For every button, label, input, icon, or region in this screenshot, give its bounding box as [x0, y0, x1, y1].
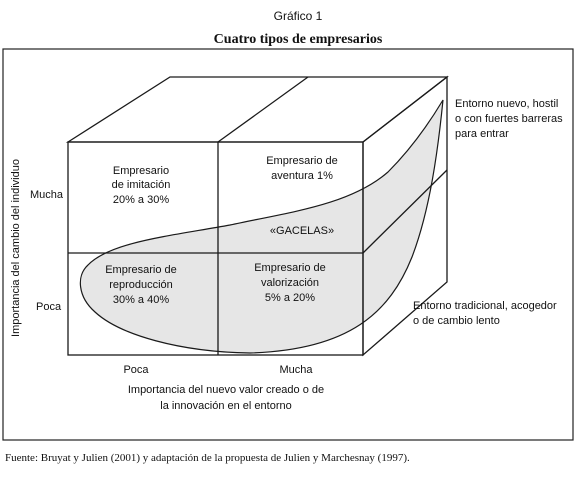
x-tick-mucha: Mucha: [279, 364, 313, 376]
quadrant-reproduccion-line3: 30% a 40%: [113, 294, 169, 306]
y-axis-label: Importancia del cambio del individuo: [10, 159, 22, 337]
environment-hostile-line3: para entrar: [455, 128, 509, 140]
figure-frame: [2, 48, 574, 441]
quadrant-valorizacion: Empresario de valorización 5% a 20%: [254, 262, 326, 304]
figure-label: Gráfico 1: [274, 9, 323, 23]
quadrant-reproduccion-line2: reproducción: [109, 279, 173, 291]
cube-top-face: [65, 76, 449, 143]
quadrant-valorizacion-line1: Empresario de: [254, 262, 326, 274]
quadrant-valorizacion-line3: 5% a 20%: [265, 292, 315, 304]
gacelas-region: [79, 99, 444, 354]
cube-right-divider: [362, 169, 448, 254]
quadrant-aventura-line1: Empresario de: [266, 155, 338, 167]
environment-hostile-line1: Entorno nuevo, hostil: [455, 98, 558, 110]
quadrant-aventura: Empresario de aventura 1%: [266, 155, 338, 182]
quadrant-imitacion-line1: Empresario: [113, 165, 169, 177]
environment-traditional-line2: o de cambio lento: [413, 315, 500, 327]
x-axis-label-line2: la innovación en el entorno: [160, 400, 291, 412]
environment-hostile: Entorno nuevo, hostil o con fuertes barr…: [455, 98, 563, 140]
y-tick-poca: Poca: [36, 301, 62, 313]
gacelas-label: «GACELAS»: [270, 225, 334, 237]
quadrant-reproduccion: Empresario de reproducción 30% a 40%: [105, 264, 177, 306]
y-tick-mucha: Mucha: [30, 189, 64, 201]
quadrant-imitacion-line3: 20% a 30%: [113, 194, 169, 206]
cube-right-face: [362, 75, 448, 357]
environment-traditional-line1: Entorno tradicional, acogedor: [413, 300, 557, 312]
environment-hostile-line2: o con fuertes barreras: [455, 113, 563, 125]
figure-title: Cuatro tipos de empresarios: [214, 32, 383, 47]
quadrant-aventura-line2: aventura 1%: [271, 170, 333, 182]
quadrant-imitacion-line2: de imitación: [112, 179, 171, 191]
source-note: Fuente: Bruyat y Julien (2001) y adaptac…: [5, 452, 410, 464]
quadrant-imitacion: Empresario de imitación 20% a 30%: [112, 165, 171, 206]
x-axis-label-line1: Importancia del nuevo valor creado o de: [128, 384, 324, 396]
quadrant-reproduccion-line1: Empresario de: [105, 264, 177, 276]
x-tick-poca: Poca: [123, 364, 149, 376]
quadrant-valorizacion-line2: valorización: [261, 277, 319, 289]
cube: [65, 75, 449, 357]
environment-traditional: Entorno tradicional, acogedor o de cambi…: [413, 300, 557, 327]
cube-top-divider: [217, 76, 309, 143]
